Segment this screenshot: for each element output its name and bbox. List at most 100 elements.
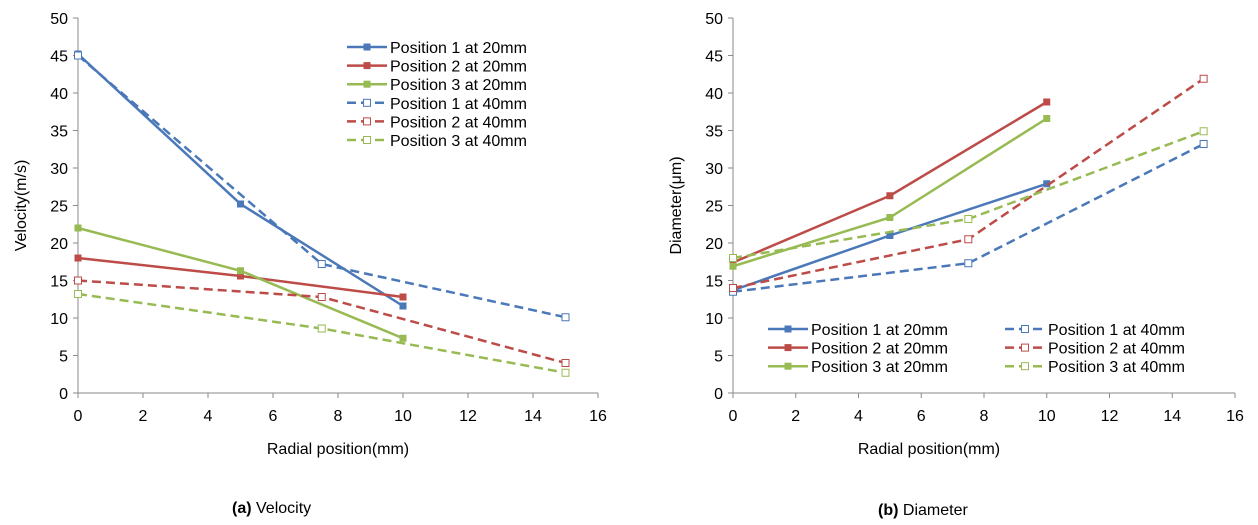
y-tick-label: 5: [714, 349, 723, 366]
x-tick-label: 2: [139, 408, 148, 425]
legend-label: Position 1 at 40mm: [1048, 322, 1185, 339]
y-tick-label: 15: [705, 274, 723, 291]
series-position-2-at-40mm: [74, 276, 570, 367]
caption-diameter-text: Diameter: [898, 502, 968, 519]
y-tick-label: 50: [50, 11, 68, 28]
x-tick-label: 0: [729, 408, 738, 425]
y-tick-label: 10: [50, 311, 68, 328]
y-tick-label: 45: [705, 49, 723, 66]
data-point: [1199, 74, 1208, 83]
legend-swatch-marker: [363, 136, 371, 144]
legend-swatch-marker: [363, 43, 371, 51]
x-tick-label: 14: [524, 408, 542, 425]
data-point: [729, 259, 737, 266]
data-point: [964, 259, 973, 268]
caption-velocity: (a) Velocity: [232, 500, 311, 518]
y-tick-label: 50: [705, 11, 723, 28]
legend-item: Position 2 at 20mm: [347, 59, 527, 76]
y-tick-label: 0: [59, 386, 68, 403]
legend-swatch-marker: [784, 362, 792, 370]
x-tick-label: 4: [204, 408, 213, 425]
data-point: [1043, 115, 1051, 122]
legend-swatch-marker: [363, 80, 371, 88]
data-point: [74, 51, 82, 60]
x-tick-label: 12: [1101, 408, 1119, 425]
data-point: [317, 260, 326, 268]
legend-swatch-marker: [363, 98, 371, 107]
y-tick-label: 25: [705, 199, 723, 216]
legend-item: Position 3 at 40mm: [1005, 359, 1185, 376]
legend-item: Position 1 at 20mm: [347, 40, 527, 57]
chart-diameter: 0 5 10 15 20 25 30 35 40 45 50 0 2 4 6 8 10 12 14 16 Radial …: [668, 11, 1244, 458]
series-position-3-at-40mm: [729, 127, 1208, 262]
legend-label: Position 1 at 20mm: [811, 322, 948, 339]
series-line: [77, 54, 566, 319]
y-tick-label: 35: [705, 124, 723, 141]
series-position-3-at-20mm: [74, 224, 407, 342]
series-line: [732, 142, 1205, 293]
x-tick-label: 0: [74, 408, 83, 425]
series-position-2-at-20mm: [729, 98, 1051, 266]
legend-label: Position 2 at 40mm: [1048, 341, 1185, 358]
y-tick-label: 5: [59, 349, 68, 366]
legend-swatch-marker: [784, 344, 792, 352]
caption-diameter-label: (b): [878, 502, 899, 519]
y-axis-label: Diameter(μm): [668, 156, 685, 254]
legend-swatch-marker: [784, 325, 792, 333]
legend-item: Position 2 at 40mm: [347, 114, 527, 131]
legend-swatch-marker: [1021, 362, 1029, 371]
legend-item: Position 2 at 40mm: [1005, 341, 1185, 358]
data-point: [886, 214, 894, 221]
data-point: [1199, 140, 1208, 148]
x-tick-label: 6: [269, 408, 278, 425]
legend-swatch-marker: [1021, 343, 1029, 352]
x-axis-label: Radial position(mm): [858, 441, 1000, 458]
x-tick-label: 4: [854, 408, 863, 425]
data-point: [237, 272, 244, 280]
x-tick-label: 10: [394, 408, 412, 425]
legend-item: Position 1 at 40mm: [347, 96, 527, 113]
x-tick-label: 6: [917, 408, 926, 425]
y-tick-label: 20: [50, 236, 68, 253]
x-tick-label: 12: [459, 408, 477, 425]
data-point: [1043, 98, 1051, 106]
legend-label: Position 1 at 40mm: [390, 96, 527, 113]
x-tick-label: 14: [1163, 408, 1181, 425]
data-point: [1043, 180, 1051, 188]
data-point: [964, 215, 973, 223]
legend-swatch-marker: [363, 62, 371, 70]
legend-label: Position 2 at 20mm: [390, 59, 527, 76]
legend-item: Position 1 at 40mm: [1005, 322, 1185, 339]
legend-label: Position 3 at 20mm: [811, 359, 948, 376]
legend-swatch-marker: [363, 117, 371, 126]
y-tick-label: 35: [50, 124, 68, 141]
x-tick-label: 16: [1226, 408, 1244, 425]
caption-velocity-label: (a): [232, 500, 252, 517]
caption-velocity-text: Velocity: [251, 500, 312, 517]
caption-diameter: (b) Diameter: [878, 502, 968, 520]
legend-item: Position 1 at 20mm: [768, 322, 948, 339]
series-position-1-at-40mm: [74, 51, 570, 322]
data-point: [399, 293, 407, 301]
data-point: [561, 368, 570, 377]
y-tick-label: 10: [705, 311, 723, 328]
data-point: [729, 262, 737, 270]
series-position-3-at-40mm: [74, 290, 570, 377]
legend-swatch-marker: [1021, 325, 1029, 333]
y-tick-label: 40: [705, 86, 723, 103]
chart-velocity: 0 5 10 15 20 25 30 35 40 45 50 0 2 4 6 8 10 12 14 16 Radial …: [13, 11, 607, 458]
series-position-3-at-20mm: [729, 115, 1051, 270]
x-tick-label: 8: [334, 408, 343, 425]
series-position-2-at-40mm: [729, 74, 1208, 292]
data-point: [237, 200, 244, 208]
legend-label: Position 2 at 40mm: [390, 114, 527, 131]
data-point: [399, 302, 407, 310]
legend-item: Position 3 at 40mm: [347, 133, 527, 150]
y-tick-label: 30: [705, 161, 723, 178]
y-tick-label: 15: [50, 274, 68, 291]
y-tick-label: 0: [714, 386, 723, 403]
data-point: [964, 235, 973, 244]
legend-item: Position 3 at 20mm: [768, 359, 948, 376]
legend-label: Position 3 at 40mm: [1048, 359, 1185, 376]
